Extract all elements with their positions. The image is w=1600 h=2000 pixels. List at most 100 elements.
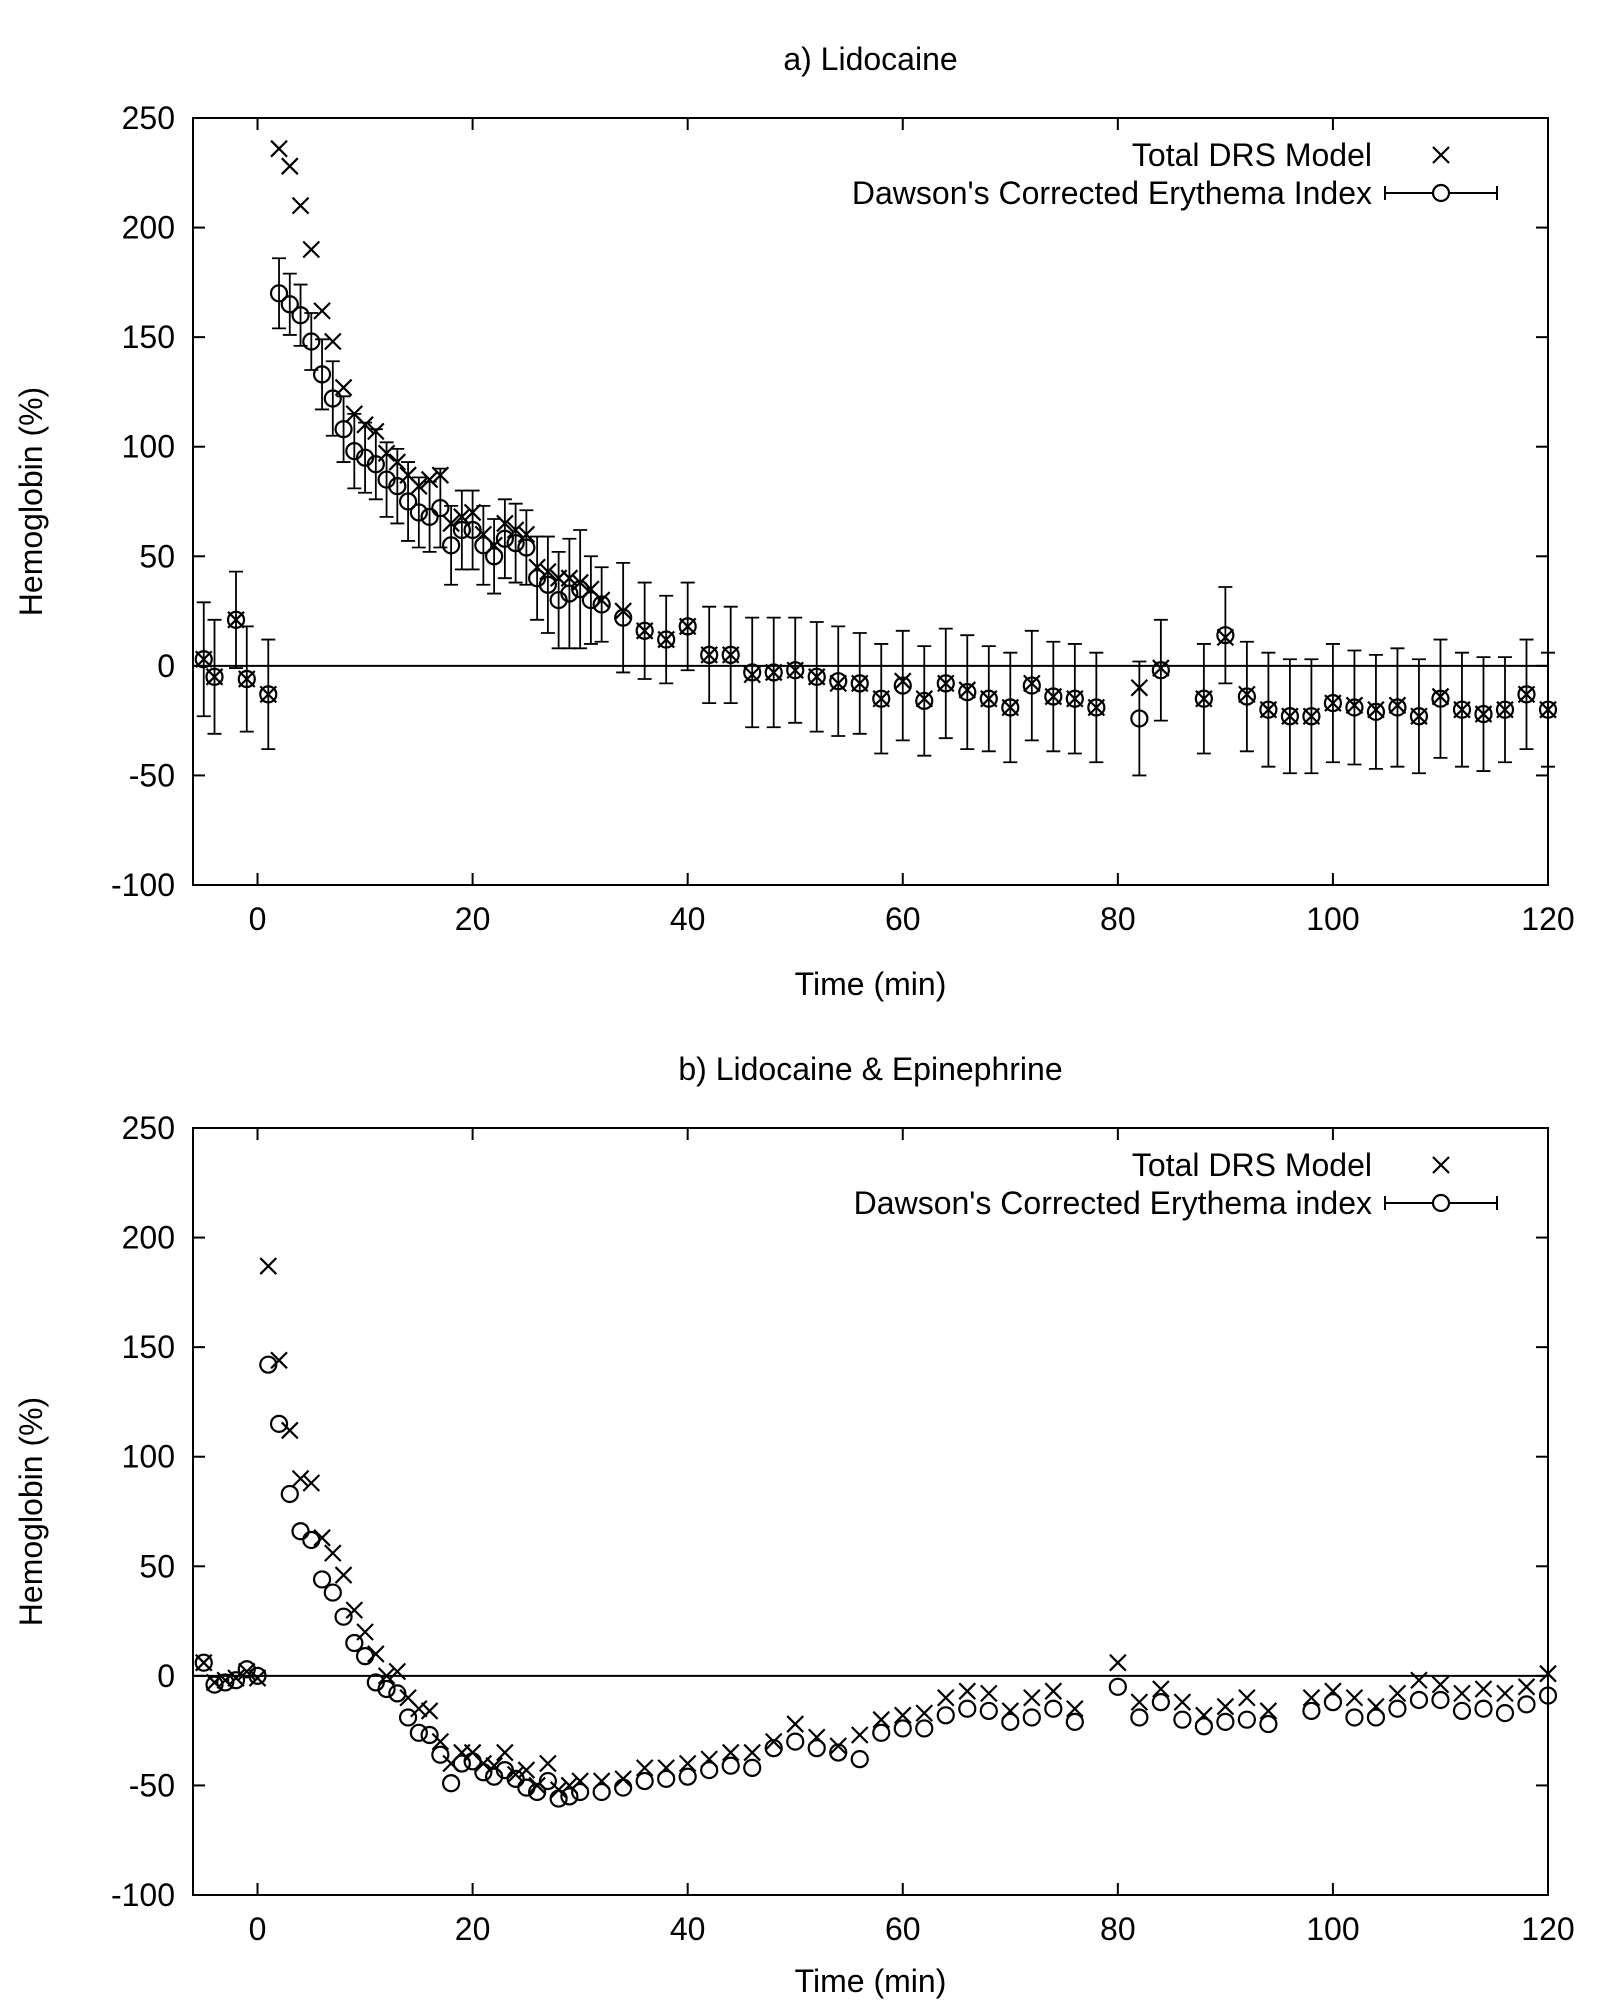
data-point-circle xyxy=(463,1752,482,1771)
data-point-circle xyxy=(334,1607,353,1626)
data-point-circle xyxy=(345,1633,364,1653)
data-point-circle xyxy=(614,1778,633,1797)
error-bar xyxy=(465,489,480,571)
error-bar xyxy=(1153,618,1168,722)
data-point-circle xyxy=(441,536,461,555)
data-point-circle xyxy=(194,1653,213,1672)
data-point-circle xyxy=(1022,1708,1041,1727)
data-point-circle xyxy=(979,689,998,708)
error-bar xyxy=(368,428,383,501)
data-point-circle xyxy=(786,661,805,680)
error-bar xyxy=(1433,638,1448,759)
data-point-circle xyxy=(571,1782,590,1802)
error-bar xyxy=(390,448,405,525)
y-axis-label: Hemoglobin (%) xyxy=(13,1397,49,1626)
data-point-circle xyxy=(786,1732,805,1751)
plot-frame xyxy=(192,1127,1549,1896)
data-point-circle xyxy=(1538,700,1558,719)
data-point-cross xyxy=(420,470,439,489)
data-point-circle xyxy=(936,674,955,693)
error-bar xyxy=(207,618,222,735)
data-point-circle xyxy=(1366,1708,1386,1727)
data-point-circle xyxy=(431,1745,450,1764)
data-point-circle xyxy=(915,1719,934,1738)
data-point-circle xyxy=(1280,707,1300,726)
data-point-cross xyxy=(1431,1675,1450,1694)
y-tick-label: 0 xyxy=(157,648,175,684)
data-point-cross xyxy=(958,1682,977,1700)
error-bar xyxy=(831,625,846,737)
chart-panel-a: a) Lidocaine 250 200 150 100 50 0 -50 -100 0 20 40 6… xyxy=(13,41,1575,1002)
data-point-circle xyxy=(1302,1701,1321,1721)
data-point-circle xyxy=(1474,704,1493,724)
data-point-cross xyxy=(786,1715,804,1733)
data-point-circle xyxy=(657,630,676,649)
data-point-cross xyxy=(313,1529,331,1547)
data-point-circle xyxy=(807,1739,826,1758)
data-point-circle xyxy=(248,1666,267,1685)
error-bar xyxy=(411,476,426,549)
data-point-circle xyxy=(1151,661,1170,680)
series-drs-model xyxy=(194,139,1557,726)
data-point-circle xyxy=(549,1789,568,1808)
data-point-cross xyxy=(635,1759,654,1777)
x-tick-label: 100 xyxy=(1306,901,1359,937)
error-bar xyxy=(476,504,491,586)
data-point-cross xyxy=(496,1743,514,1762)
data-point-cross xyxy=(291,1469,310,1488)
data-point-circle xyxy=(420,1725,439,1745)
series-erythema-index xyxy=(194,257,1558,777)
data-point-cross xyxy=(302,240,321,259)
error-bar xyxy=(1390,647,1405,768)
data-point-circle xyxy=(226,610,246,629)
error-bar xyxy=(1132,660,1147,777)
data-point-circle xyxy=(1194,689,1213,708)
data-point-circle xyxy=(226,1671,246,1690)
data-point-cross xyxy=(1109,1653,1127,1672)
error-bar xyxy=(347,412,362,490)
data-point-cross xyxy=(517,1761,536,1779)
data-point-cross xyxy=(1152,1680,1170,1698)
data-point-circle xyxy=(302,332,321,351)
error-bar xyxy=(379,441,394,518)
x-tick-label: 60 xyxy=(885,901,921,937)
error-bar xyxy=(315,338,330,411)
data-point-circle xyxy=(1087,698,1106,717)
data-point-circle xyxy=(538,575,557,594)
x-tick-label: 120 xyxy=(1521,901,1574,937)
data-point-circle xyxy=(1216,1712,1235,1731)
error-bar xyxy=(401,461,416,542)
data-point-cross xyxy=(1044,1682,1063,1700)
error-bar xyxy=(1368,654,1383,770)
x-tick-label: 100 xyxy=(1306,1911,1359,1947)
data-point-circle xyxy=(764,663,783,682)
series-erythema-index xyxy=(194,1355,1558,1808)
error-bar xyxy=(1476,656,1491,772)
data-point-circle xyxy=(1452,1701,1472,1721)
error-bar xyxy=(1218,586,1233,685)
x-tick-label: 80 xyxy=(1100,901,1136,937)
error-bar xyxy=(1282,658,1297,775)
y-tick-label: 100 xyxy=(122,1439,175,1475)
error-bar xyxy=(1325,643,1340,764)
x-tick-label: 20 xyxy=(455,1911,491,1947)
legend-marker-circle xyxy=(1431,183,1451,203)
data-point-circle xyxy=(1366,702,1386,721)
data-point-circle xyxy=(1302,707,1321,726)
data-point-circle xyxy=(441,1774,461,1793)
data-point-circle xyxy=(850,1750,869,1769)
error-bar xyxy=(1411,658,1426,775)
error-bar xyxy=(788,616,803,724)
data-point-circle xyxy=(506,534,525,553)
error-bar xyxy=(497,498,512,580)
data-point-cross xyxy=(1173,1693,1192,1711)
data-point-circle xyxy=(1237,687,1256,706)
data-point-circle xyxy=(280,1484,299,1504)
data-point-circle xyxy=(1517,685,1536,704)
data-point-circle xyxy=(1065,689,1084,708)
error-bar xyxy=(1067,643,1082,755)
data-point-circle xyxy=(592,595,611,614)
data-point-cross xyxy=(893,1706,912,1725)
data-point-circle xyxy=(1474,1699,1493,1718)
